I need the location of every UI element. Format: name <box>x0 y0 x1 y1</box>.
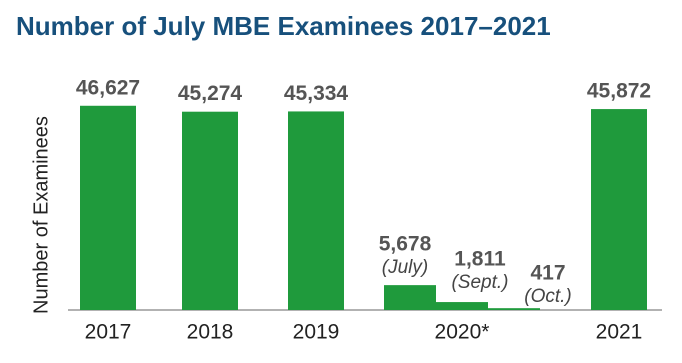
value-label: 46,627 <box>76 76 140 99</box>
x-tick-label: 2021 <box>596 321 643 344</box>
bar-note: (July) <box>382 257 428 278</box>
x-tick-label: 2020* <box>435 321 490 344</box>
bar <box>288 111 344 311</box>
x-tick-label: 2019 <box>293 321 340 344</box>
x-tick-label: 2017 <box>85 321 132 344</box>
chart-title: Number of July MBE Examinees 2017–2021 <box>16 11 551 41</box>
x-tick-label: 2018 <box>187 321 234 344</box>
value-label: 1,811 <box>454 248 506 271</box>
bar-note: (Sept.) <box>451 272 508 293</box>
bar <box>384 285 436 310</box>
value-label: 45,334 <box>284 82 349 105</box>
bar <box>488 308 540 310</box>
value-label: 5,678 <box>379 233 432 256</box>
value-label: 417 <box>530 262 565 285</box>
bar <box>591 109 647 310</box>
bar <box>182 111 238 310</box>
value-label: 45,872 <box>587 80 651 103</box>
bar <box>436 302 488 310</box>
bar-note: (Oct.) <box>524 286 572 307</box>
bar <box>80 105 136 310</box>
value-label: 45,274 <box>178 82 243 105</box>
y-axis-label: Number of Examinees <box>30 116 52 314</box>
